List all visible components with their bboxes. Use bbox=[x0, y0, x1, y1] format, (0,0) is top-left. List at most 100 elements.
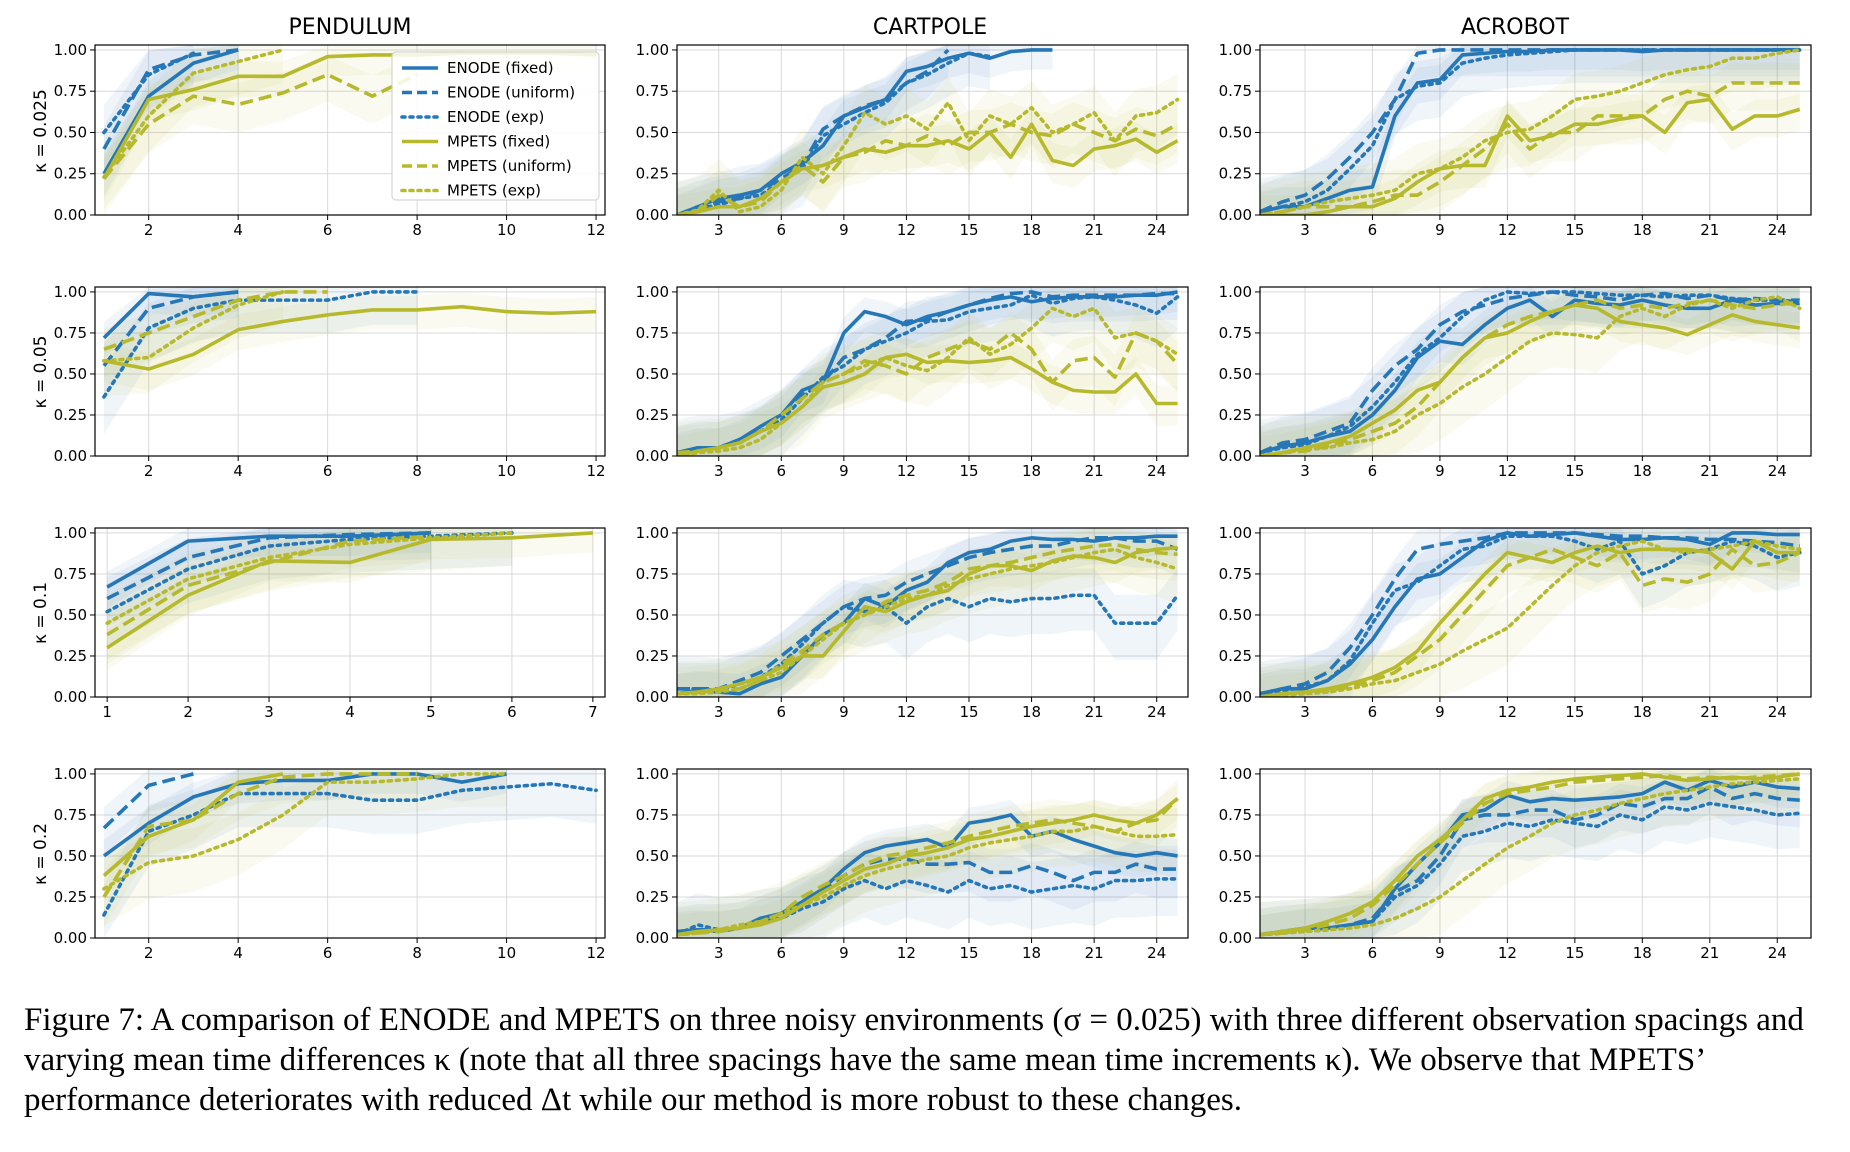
series-line-mpets-exp- bbox=[1260, 777, 1802, 937]
x-tick-label: 6 bbox=[507, 703, 517, 721]
x-tick-label: 6 bbox=[777, 462, 787, 480]
x-tick-label: 18 bbox=[1633, 221, 1652, 239]
x-tick-label: 4 bbox=[233, 944, 243, 962]
x-tick-label: 6 bbox=[777, 703, 787, 721]
x-tick-label: 12 bbox=[587, 944, 606, 962]
x-tick-label: 15 bbox=[959, 703, 978, 721]
band-enode-exp- bbox=[677, 287, 1178, 456]
legend-label: ENODE (exp) bbox=[447, 108, 544, 126]
x-tick-label: 21 bbox=[1700, 221, 1719, 239]
y-tick-label: 0.75 bbox=[1219, 565, 1252, 583]
y-tick-label: 0.00 bbox=[1219, 447, 1252, 465]
panel-2-0: 1 2 3 4 5 6 7 0.00 0.25 0.50 0.75 1.00 bbox=[54, 524, 606, 721]
x-tick-label: 9 bbox=[839, 703, 849, 721]
series-line-enode-exp- bbox=[677, 593, 1180, 693]
y-tick-label: 1.00 bbox=[1219, 765, 1252, 783]
x-tick-label: 9 bbox=[1435, 221, 1445, 239]
y-tick-label: 0.00 bbox=[1219, 688, 1252, 706]
chart-panels: 2 4 6 8 10 120.000.250.500.751.003 6 9 12 15 18 21 2… bbox=[54, 41, 1812, 962]
panel-3-1: 3 6 9 12 15 18 21 24 0.00 0.25 0.50 0.75 1.00 bbox=[636, 765, 1189, 962]
y-tick-label: 0.00 bbox=[1219, 206, 1252, 224]
panel-0-2: 3 6 9 12 15 18 21 24 0.00 0.25 0.50 0.75 1.00 bbox=[1219, 41, 1812, 239]
series-line-enode-uniform- bbox=[1260, 290, 1800, 455]
x-tick-label: 9 bbox=[1435, 462, 1445, 480]
band-mpets-exp- bbox=[103, 45, 283, 215]
x-tick-label: 3 bbox=[1300, 462, 1310, 480]
legend-label: MPETS (exp) bbox=[447, 182, 541, 200]
axes-frame bbox=[1259, 286, 1812, 457]
x-tick-label: 24 bbox=[1147, 703, 1166, 721]
x-tick-label: 3 bbox=[1300, 703, 1310, 721]
y-tick-label: 1.00 bbox=[636, 41, 669, 59]
series-line-enode-fixed- bbox=[102, 48, 239, 175]
series-line-mpets-exp- bbox=[105, 531, 514, 625]
x-tick-label: 24 bbox=[1768, 944, 1787, 962]
y-tick-label: 0.75 bbox=[54, 324, 87, 342]
col-title-acrobot: ACROBOT bbox=[1461, 15, 1570, 40]
x-tick-label: 12 bbox=[897, 703, 916, 721]
x-tick-label: 2 bbox=[183, 703, 193, 721]
x-tick-label: 15 bbox=[1565, 944, 1584, 962]
axes-frame bbox=[676, 44, 1189, 216]
band-enode-exp- bbox=[103, 769, 597, 938]
y-tick-label: 0.25 bbox=[1219, 165, 1252, 183]
band-mpets-uniform- bbox=[1260, 530, 1800, 697]
axes-frame bbox=[94, 768, 606, 939]
y-tick-label: 0.50 bbox=[1219, 847, 1252, 865]
series-line-enode-exp- bbox=[1260, 290, 1802, 455]
x-tick-label: 21 bbox=[1085, 221, 1104, 239]
y-tick-label: 0.75 bbox=[636, 324, 669, 342]
x-tick-label: 8 bbox=[412, 944, 422, 962]
y-tick-label: 0.50 bbox=[54, 847, 87, 865]
series-line-mpets-exp- bbox=[677, 306, 1180, 456]
legend-label: ENODE (uniform) bbox=[447, 84, 575, 102]
band-mpets-fixed- bbox=[677, 338, 1178, 456]
column-titles: PENDULUM CARTPOLE ACROBOT bbox=[289, 15, 1570, 40]
series-line-mpets-uniform- bbox=[677, 122, 1179, 215]
y-tick-label: 0.50 bbox=[636, 365, 669, 383]
band-mpets-fixed- bbox=[107, 528, 593, 671]
y-tick-label: 0.00 bbox=[636, 447, 669, 465]
band-mpets-fixed- bbox=[103, 769, 283, 898]
band-enode-fixed- bbox=[107, 528, 431, 609]
y-tick-label: 0.50 bbox=[54, 365, 87, 383]
panel-1-2: 3 6 9 12 15 18 21 24 0.00 0.25 0.50 0.75 1.00 bbox=[1219, 283, 1812, 480]
x-tick-label: 18 bbox=[1633, 944, 1652, 962]
x-tick-label: 2 bbox=[144, 944, 154, 962]
axes-frame bbox=[94, 286, 606, 457]
y-tick-label: 0.25 bbox=[636, 647, 669, 665]
series-line-mpets-uniform- bbox=[1260, 772, 1800, 937]
series-line-enode-uniform- bbox=[1260, 531, 1801, 696]
caption-text: Figure 7: A comparison of ENODE and MPET… bbox=[24, 1002, 1804, 1118]
y-tick-label: 0.00 bbox=[1219, 929, 1252, 947]
series-line-enode-exp- bbox=[102, 781, 598, 917]
row-labels: κ = 0.025 κ = 0.05 κ = 0.1 κ = 0.2 bbox=[31, 89, 51, 885]
x-tick-label: 18 bbox=[1022, 944, 1041, 962]
y-tick-label: 0.50 bbox=[54, 123, 87, 141]
x-tick-label: 12 bbox=[897, 462, 916, 480]
y-tick-label: 0.50 bbox=[1219, 606, 1252, 624]
x-tick-label: 2 bbox=[144, 221, 154, 239]
x-tick-label: 4 bbox=[233, 221, 243, 239]
y-tick-label: 1.00 bbox=[54, 765, 87, 783]
y-tick-label: 0.50 bbox=[636, 847, 669, 865]
series-line-enode-exp- bbox=[1260, 48, 1802, 214]
x-tick-label: 24 bbox=[1768, 703, 1787, 721]
y-tick-label: 0.50 bbox=[636, 123, 669, 141]
y-tick-label: 0.25 bbox=[54, 888, 87, 906]
axes-frame bbox=[676, 768, 1189, 939]
y-tick-label: 1.00 bbox=[1219, 41, 1252, 59]
band-mpets-fixed- bbox=[103, 45, 597, 202]
x-tick-label: 21 bbox=[1085, 462, 1104, 480]
series-line-enode-fixed- bbox=[1260, 298, 1800, 455]
panel-0-1: 3 6 9 12 15 18 21 24 0.00 0.25 0.50 0.75 1.00 bbox=[636, 41, 1189, 239]
x-tick-label: 15 bbox=[959, 462, 978, 480]
x-tick-label: 3 bbox=[714, 221, 724, 239]
y-tick-label: 1.00 bbox=[636, 283, 669, 301]
row-label-kappa-005: κ = 0.05 bbox=[31, 336, 51, 409]
panel-2-1: 3 6 9 12 15 18 21 24 0.00 0.25 0.50 0.75 1.00 bbox=[636, 524, 1189, 721]
x-tick-label: 24 bbox=[1768, 221, 1787, 239]
series-line-mpets-exp- bbox=[102, 772, 509, 891]
y-tick-label: 0.50 bbox=[54, 606, 87, 624]
band-enode-uniform- bbox=[677, 287, 1178, 456]
